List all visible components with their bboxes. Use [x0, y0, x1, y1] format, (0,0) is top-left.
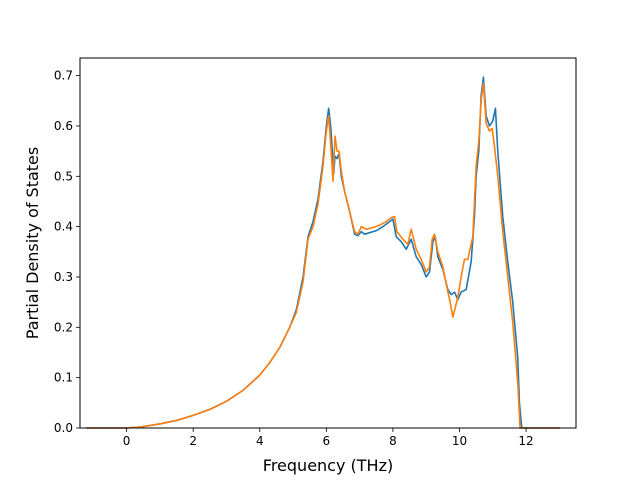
- x-tick-label: 2: [189, 434, 197, 448]
- x-tick-label: 6: [323, 434, 331, 448]
- y-axis-title: Partial Density of States: [23, 147, 42, 339]
- plot-frame: [79, 57, 577, 429]
- y-tick-label: 0.1: [54, 371, 73, 385]
- series-layer: [85, 76, 561, 429]
- y-axis-ticks: 0.0 0.1 0.2 0.3 0.4 0.5 0.6 0.7: [54, 69, 80, 435]
- x-tick-label: 8: [389, 434, 397, 448]
- y-tick-label: 0.6: [54, 119, 73, 133]
- y-tick-label: 0.2: [54, 320, 73, 334]
- y-tick-label: 0.5: [54, 169, 73, 183]
- series-line-2: [85, 82, 561, 429]
- y-tick-label: 0.3: [54, 270, 73, 284]
- y-tick-label: 0.7: [54, 69, 73, 83]
- y-tick-label: 0.4: [54, 220, 73, 234]
- x-axis-title: Frequency (THz): [263, 456, 393, 475]
- y-tick-label: 0.0: [54, 421, 73, 435]
- x-axis-ticks: 0 2 4 6 8 10 12: [123, 428, 534, 448]
- x-tick-label: 0: [123, 434, 131, 448]
- x-tick-label: 10: [452, 434, 467, 448]
- x-tick-label: 12: [518, 434, 533, 448]
- x-tick-label: 4: [256, 434, 264, 448]
